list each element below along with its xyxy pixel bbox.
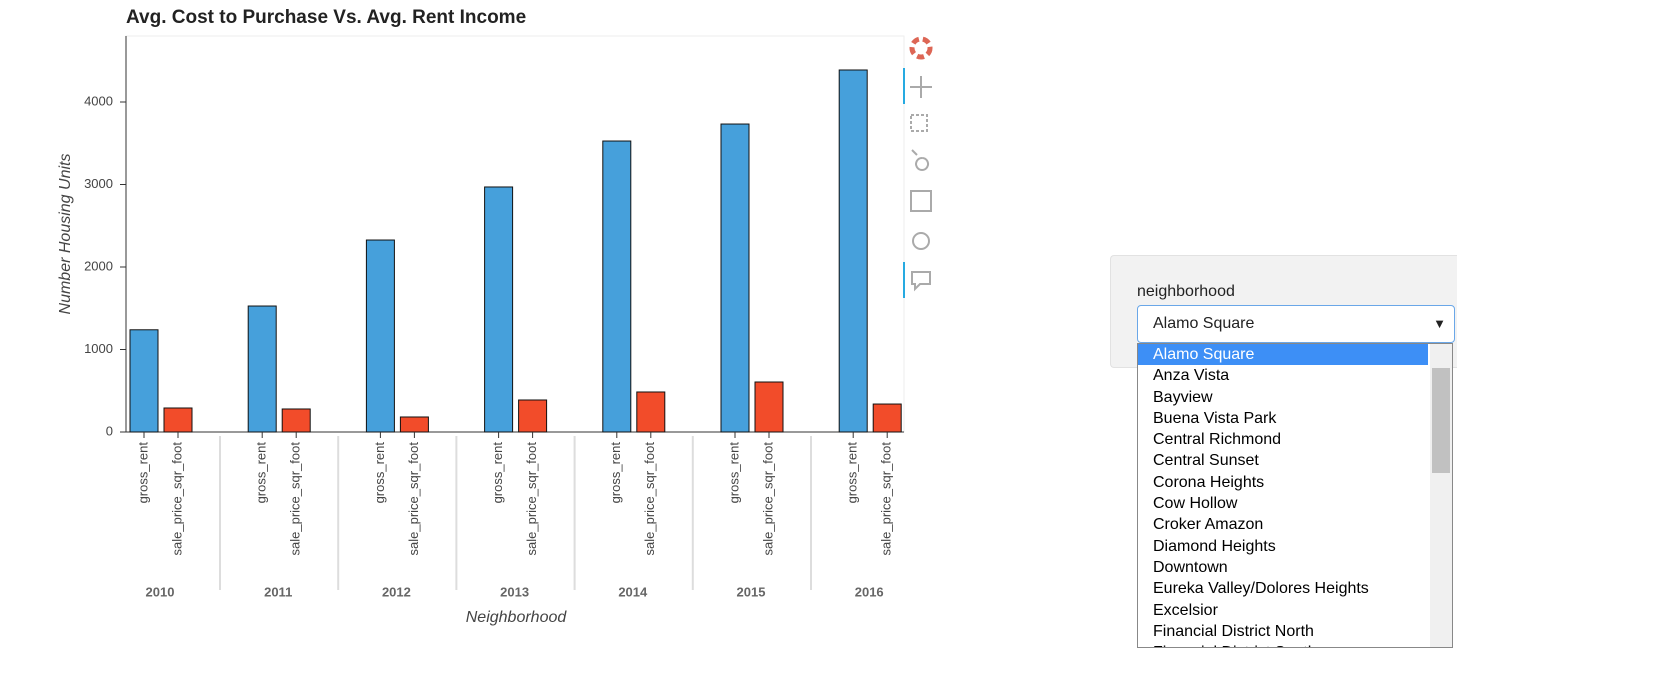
scroll-thumb[interactable] — [1432, 368, 1450, 473]
x-subcategory-label: sale_price_sqr_foot — [406, 442, 421, 556]
x-subcategory-label: sale_price_sqr_foot — [879, 442, 894, 556]
save-tool[interactable] — [910, 190, 932, 212]
bar — [129, 329, 159, 433]
selected-value: Alamo Square — [1153, 315, 1255, 332]
x-group-label: 2010 — [146, 584, 175, 599]
wheel-zoom-tool[interactable] — [911, 149, 930, 171]
x-group-label: 2012 — [382, 584, 411, 599]
x-subcategory-label: gross_rent — [490, 442, 505, 504]
bar — [602, 140, 632, 433]
x-subcategory-label: sale_price_sqr_foot — [642, 442, 657, 556]
x-subcategory-label: sale_price_sqr_foot — [288, 442, 303, 556]
option[interactable]: Eureka Valley/Dolores Heights — [1153, 580, 1369, 598]
select-box[interactable]: Alamo Square ▼ — [1137, 305, 1455, 343]
option[interactable]: Financial District North — [1153, 622, 1314, 640]
option[interactable]: Croker Amazon — [1153, 516, 1264, 534]
x-group-label: 2016 — [855, 584, 884, 599]
chart: Avg. Cost to Purchase Vs. Avg. Rent Inco… — [57, 7, 933, 626]
option[interactable]: Buena Vista Park — [1153, 409, 1277, 427]
x-group-label: 2011 — [264, 584, 292, 599]
box-zoom-tool[interactable] — [910, 114, 928, 132]
x-subcategory-label: sale_price_sqr_foot — [169, 442, 184, 556]
option[interactable]: Downtown — [1153, 558, 1228, 576]
pan-tool[interactable] — [910, 76, 932, 98]
option[interactable]: Bayview — [1153, 388, 1213, 406]
x-subcategory-label: sale_price_sqr_foot — [524, 442, 539, 556]
option[interactable]: Corona Heights — [1153, 473, 1265, 491]
widget-label: neighborhood — [1137, 283, 1235, 300]
plot-frame — [125, 35, 905, 433]
option[interactable]: Alamo Square — [1138, 344, 1428, 366]
hover-tool[interactable] — [911, 271, 931, 292]
bar — [518, 399, 548, 433]
reset-tool[interactable] — [912, 232, 930, 250]
x-subcategory-label: gross_rent — [845, 442, 860, 504]
x-subcategory-label: gross_rent — [372, 442, 387, 504]
chart-title: Avg. Cost to Purchase Vs. Avg. Rent Inco… — [126, 7, 526, 28]
option[interactable]: Central Richmond — [1153, 431, 1282, 449]
x-subcategory-label: sale_price_sqr_foot — [760, 442, 775, 556]
options-list[interactable]: Alamo Square Anza Vista Bayview Buena Vista… — [1137, 343, 1453, 648]
bar — [281, 408, 311, 433]
option[interactable]: Central Sunset — [1153, 452, 1259, 470]
y-tick-label: 1000 — [84, 341, 113, 356]
x-group-label: 2014 — [618, 584, 648, 599]
bar — [754, 381, 784, 433]
option[interactable]: Diamond Heights — [1153, 537, 1276, 555]
y-axis-label: Number Housing Units — [57, 154, 74, 315]
option[interactable]: Cow Hollow — [1153, 495, 1238, 513]
y-tick-label: 4000 — [84, 93, 113, 108]
bar — [365, 239, 395, 433]
toolbar — [903, 36, 933, 298]
y-tick-label: 3000 — [84, 176, 113, 191]
bar — [163, 407, 193, 433]
x-group-label: 2013 — [500, 584, 529, 599]
x-subcategory-label: gross_rent — [135, 442, 150, 504]
bar — [636, 391, 666, 433]
option[interactable]: Excelsior — [1153, 601, 1218, 619]
bokeh-logo[interactable] — [909, 36, 933, 60]
y-tick-label: 0 — [106, 423, 113, 438]
dropdown-arrow: ▼ — [1433, 316, 1446, 331]
x-subcategory-label: gross_rent — [726, 442, 741, 504]
bar — [399, 416, 429, 433]
bar — [872, 403, 902, 433]
bar — [484, 186, 514, 433]
x-group-label: 2015 — [737, 584, 766, 599]
x-axis-label: Neighborhood — [466, 609, 568, 626]
option[interactable]: Anza Vista — [1153, 367, 1230, 385]
option[interactable]: Financial District South — [1138, 642, 1428, 647]
scrollbar[interactable] — [1430, 344, 1452, 647]
bar — [720, 123, 750, 433]
y-tick-label: 2000 — [84, 258, 113, 273]
bar — [247, 305, 277, 433]
x-subcategory-label: gross_rent — [254, 442, 269, 504]
bar — [838, 69, 868, 433]
x-subcategory-label: gross_rent — [608, 442, 623, 504]
